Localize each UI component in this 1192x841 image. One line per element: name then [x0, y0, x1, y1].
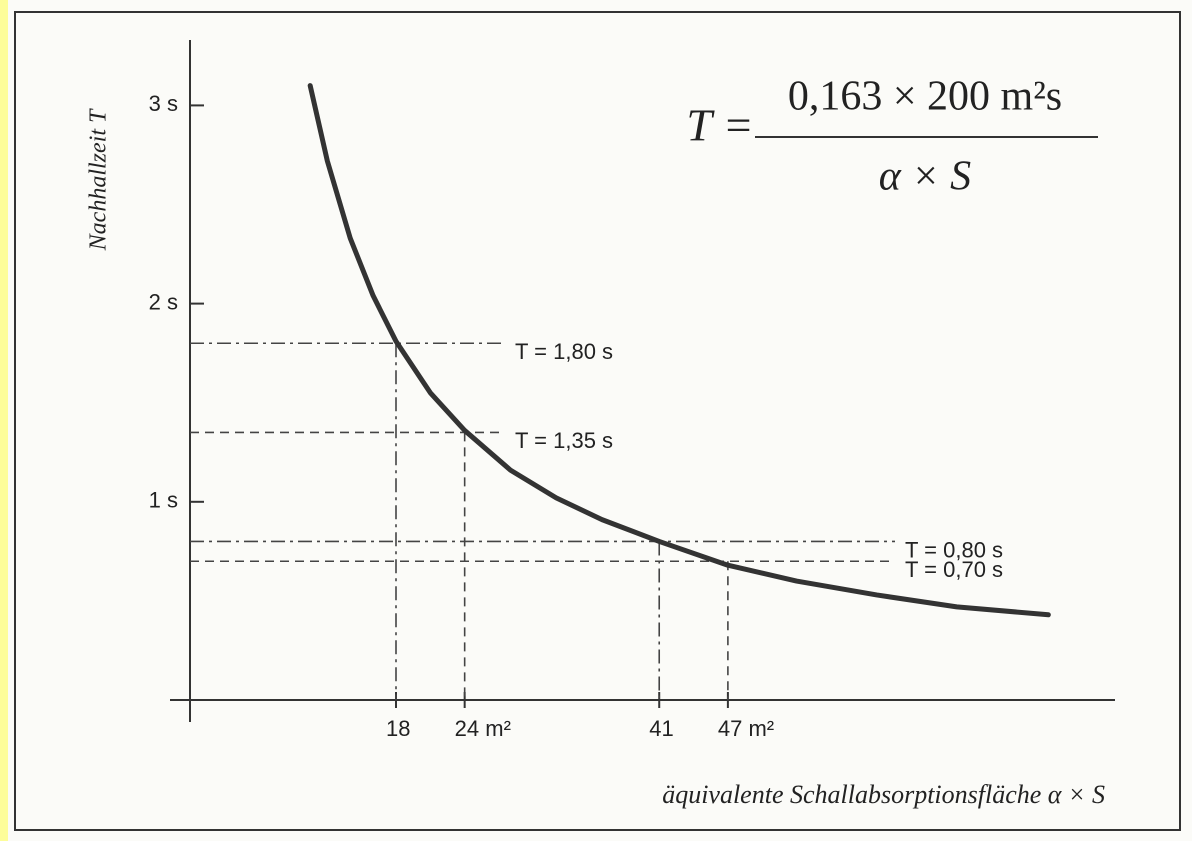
- x-tick-label: 47 m²: [718, 716, 774, 741]
- annotation-label: T = 0,70 s: [905, 557, 1003, 582]
- annotation-label: T = 0,80 s: [905, 537, 1003, 562]
- curve: [307, 83, 1051, 618]
- y-axis-label: Nachhallzeit T: [86, 108, 112, 251]
- paper: [8, 0, 1192, 841]
- y-tick-label: 3 s: [149, 91, 178, 116]
- y-tick-label: 2 s: [149, 289, 178, 314]
- x-tick-label: 18: [386, 716, 410, 741]
- x-tick-label: 24 m²: [455, 716, 511, 741]
- frame: [14, 11, 1181, 831]
- formula-numerator: 0,163 × 200 m²s: [788, 74, 1062, 120]
- formula-denominator: α × S: [879, 154, 971, 200]
- x-tick-label: 41: [649, 716, 673, 741]
- y-tick-label: 1 s: [149, 488, 178, 513]
- annotation-label: T = 1,80 s: [515, 339, 613, 364]
- annotation-label: T = 1,35 s: [515, 428, 613, 453]
- x-axis-label: äquivalente Schallabsorptionsfläche α × …: [662, 780, 1105, 809]
- formula-lhs: T =: [686, 100, 753, 151]
